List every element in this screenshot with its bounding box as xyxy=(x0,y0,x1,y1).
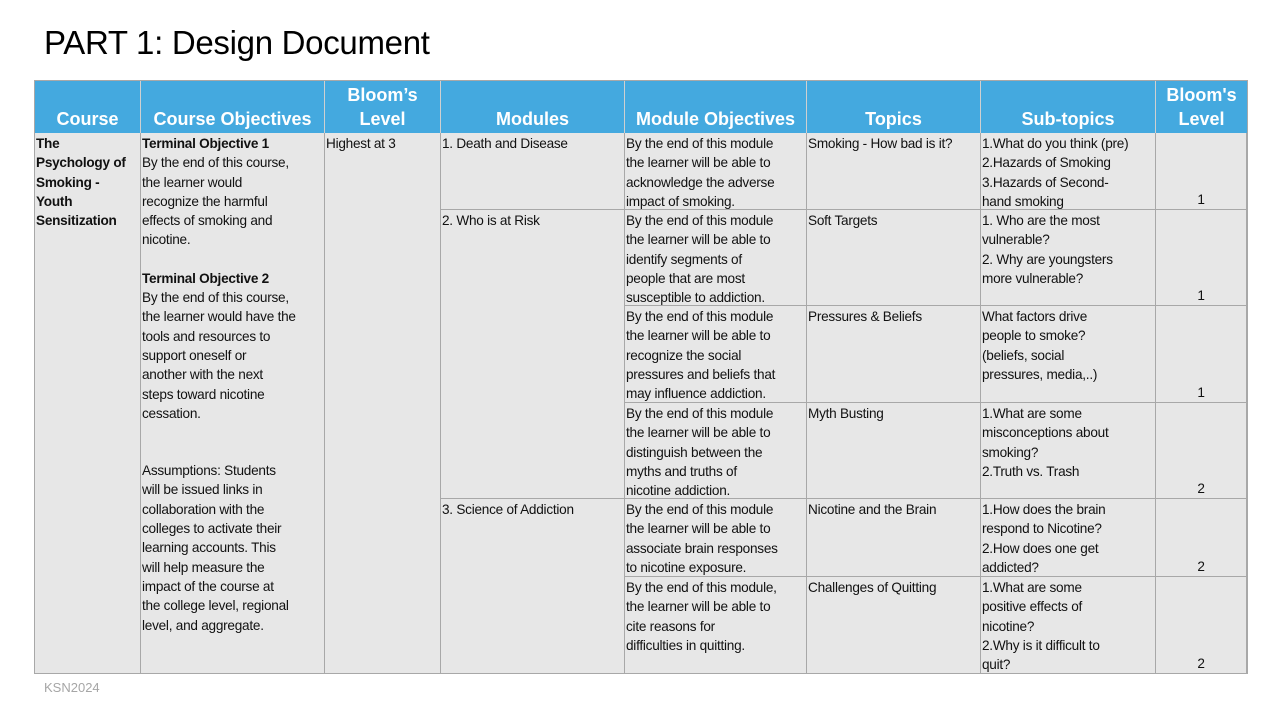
topic: Myth Busting xyxy=(807,403,981,499)
header-blooms-level: Bloom’s Level xyxy=(325,81,441,133)
subtopics: What factors drive people to smoke? (bel… xyxy=(981,306,1156,403)
topic: Challenges of Quitting xyxy=(807,577,981,674)
subtopics: 1. Who are the most vulnerable? 2. Why a… xyxy=(981,210,1156,306)
objective-1-text: By the end of this course, the learner w… xyxy=(142,155,289,248)
course-blooms-level: Highest at 3 xyxy=(325,133,441,674)
subtopics: 1.How does the brain respond to Nicotine… xyxy=(981,499,1156,577)
objective-2-title: Terminal Objective 2 xyxy=(142,270,269,286)
course-objectives-cell: Terminal Objective 1 By the end of this c… xyxy=(141,133,325,674)
topic: Soft Targets xyxy=(807,210,981,306)
module-3: 3. Science of Addiction xyxy=(441,499,625,674)
module-objective: By the end of this module the learner wi… xyxy=(625,133,807,210)
assumptions-text: Assumptions: Students will be issued lin… xyxy=(142,463,289,633)
topic: Nicotine and the Brain xyxy=(807,499,981,577)
subtopics: 1.What are some positive effects of nico… xyxy=(981,577,1156,674)
subtopics: 1.What do you think (pre) 2.Hazards of S… xyxy=(981,133,1156,210)
blooms-level: 1 xyxy=(1156,133,1247,210)
module-objective: By the end of this module the learner wi… xyxy=(625,210,807,306)
blooms-level: 1 xyxy=(1156,210,1247,306)
header-subtopics: Sub-topics xyxy=(981,81,1156,133)
slide-title: PART 1: Design Document xyxy=(44,24,430,61)
topic: Smoking - How bad is it? xyxy=(807,133,981,210)
topic: Pressures & Beliefs xyxy=(807,306,981,403)
blooms-level: 2 xyxy=(1156,403,1247,499)
blooms-level: 1 xyxy=(1156,306,1247,403)
header-module-objectives: Module Objectives xyxy=(625,81,807,133)
course-name: The Psychology of Smoking - Youth Sensit… xyxy=(35,133,141,674)
header-blooms-level-2: Bloom's Level xyxy=(1156,81,1247,133)
header-course-objectives: Course Objectives xyxy=(141,81,325,133)
blooms-level: 2 xyxy=(1156,499,1247,577)
footer-text: KSN2024 xyxy=(44,680,100,695)
module-1: 1. Death and Disease xyxy=(441,133,625,210)
module-2: 2. Who is at Risk xyxy=(441,210,625,499)
subtopics: 1.What are some misconceptions about smo… xyxy=(981,403,1156,499)
header-modules: Modules xyxy=(441,81,625,133)
objective-1-title: Terminal Objective 1 xyxy=(142,136,269,151)
blooms-level: 2 xyxy=(1156,577,1247,674)
header-topics: Topics xyxy=(807,81,981,133)
header-course: Course xyxy=(35,81,141,133)
module-objective: By the end of this module the learner wi… xyxy=(625,306,807,403)
module-objective: By the end of this module the learner wi… xyxy=(625,499,807,577)
module-objective: By the end of this module, the learner w… xyxy=(625,577,807,674)
objective-2-text: By the end of this course, the learner w… xyxy=(142,290,296,421)
module-objective: By the end of this module the learner wi… xyxy=(625,403,807,499)
